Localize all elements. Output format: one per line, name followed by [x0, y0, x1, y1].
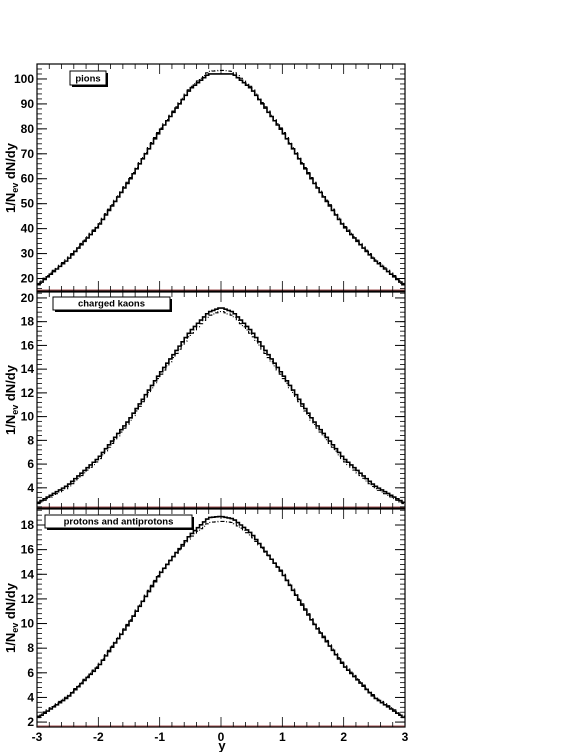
- x-tick-label: -1: [154, 730, 165, 744]
- legend-box: [69, 70, 107, 86]
- y-tick-label: 20: [21, 272, 35, 286]
- series-dashed: [37, 520, 405, 717]
- y-tick-label: 100: [14, 72, 34, 86]
- y-axis-title: 1/Nev dN/dy: [3, 142, 20, 213]
- y-tick-label: 70: [21, 147, 35, 161]
- plot-frame: [36, 508, 406, 728]
- series-dashed: [37, 311, 405, 505]
- legend-box: [52, 296, 171, 311]
- panel-2: 4 6 8 10 12 14 16 18 20 charged kaons 1/Nev dN/dy: [3, 291, 406, 509]
- y-tick-label: 12: [21, 592, 35, 606]
- y-tick-label: 40: [21, 222, 35, 236]
- series-solid: [37, 515, 405, 719]
- legend-label: protons and antiprotons: [64, 517, 174, 528]
- y-axis-title: 1/Nev dN/dy: [3, 582, 20, 653]
- legend-box: [44, 514, 193, 529]
- x-tick-label: -2: [93, 730, 104, 744]
- y-axis-title: 1/Nev dN/dy: [3, 364, 20, 435]
- series-dashed: [37, 69, 405, 284]
- y-tick-label: 4: [27, 481, 34, 495]
- x-axis-title: y: [218, 738, 226, 752]
- x-tick-label: 0: [218, 730, 225, 744]
- series-solid: [37, 307, 405, 504]
- y-tick-label: 6: [27, 457, 34, 471]
- panel-1: 20 30 40 50 60 70 80 90 100 pions 1/Nev dN/dy: [3, 63, 406, 292]
- y-tick-label: 12: [21, 386, 35, 400]
- plot-frame: [36, 291, 406, 509]
- y-tick-label: 30: [21, 247, 35, 261]
- y-tick-label: 20: [21, 291, 35, 305]
- y-tick-label: 18: [21, 518, 35, 532]
- legend-label: charged kaons: [78, 299, 145, 310]
- series-solid: [37, 73, 405, 286]
- y-tick-label: 80: [21, 122, 35, 136]
- y-tick-label: 14: [21, 567, 35, 581]
- plot-frame: [36, 63, 406, 292]
- y-tick-label: 90: [21, 97, 35, 111]
- y-tick-label: 16: [21, 338, 35, 352]
- y-tick-label: 18: [21, 315, 35, 329]
- y-tick-label: 6: [27, 666, 34, 680]
- y-tick-label: 10: [21, 617, 35, 631]
- x-tick-label: 2: [340, 730, 347, 744]
- legend-label: pions: [75, 74, 100, 85]
- y-tick-label: 60: [21, 172, 35, 186]
- y-tick-label: 10: [21, 410, 35, 424]
- y-tick-label: 8: [27, 641, 34, 655]
- y-tick-label: 50: [21, 197, 35, 211]
- y-tick-label: 4: [27, 690, 34, 704]
- x-tick-label: 1: [279, 730, 286, 744]
- x-tick-label: -3: [32, 730, 43, 744]
- x-tick-label: 3: [402, 730, 409, 744]
- y-tick-label: 14: [21, 362, 35, 376]
- y-tick-label: 8: [27, 433, 34, 447]
- y-tick-label: 2: [27, 715, 34, 729]
- y-tick-label: 16: [21, 543, 35, 557]
